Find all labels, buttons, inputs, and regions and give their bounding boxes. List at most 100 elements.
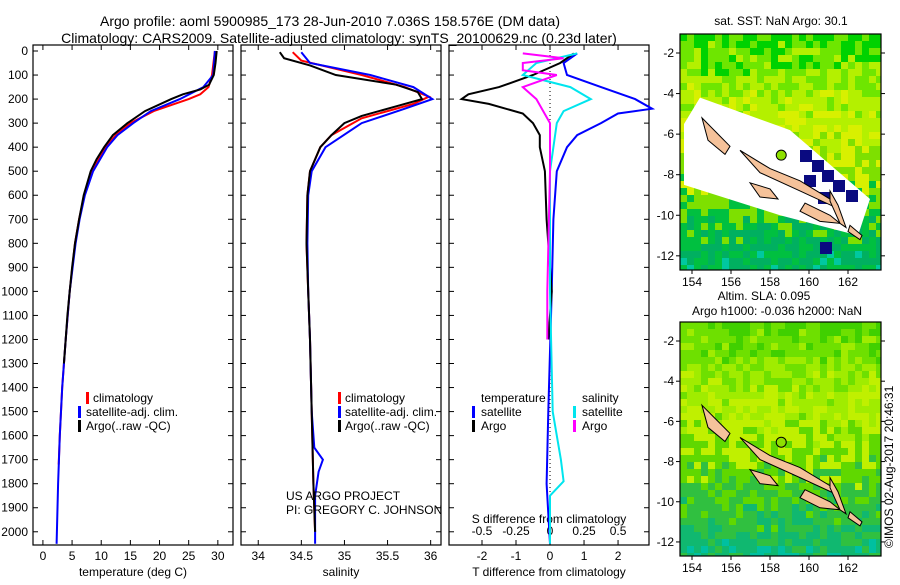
map-cell	[736, 546, 743, 553]
map-cell	[708, 476, 715, 483]
map-cell	[799, 553, 806, 556]
map-cell	[708, 62, 715, 69]
map-cell	[869, 237, 876, 244]
map-cell	[799, 223, 806, 230]
map-cell	[799, 420, 806, 427]
map-cell	[785, 251, 792, 258]
map-cell	[778, 55, 785, 62]
map-cell	[799, 378, 806, 385]
map-cell	[806, 483, 813, 490]
map-cell	[834, 329, 841, 336]
map-cell	[869, 420, 876, 427]
map-cell	[694, 48, 701, 55]
map-cell	[862, 413, 869, 420]
map-cell	[743, 371, 750, 378]
map-cell	[869, 504, 876, 511]
map-cell	[743, 504, 750, 511]
map-cell	[855, 167, 862, 174]
map-cell	[813, 146, 820, 153]
map-cell	[687, 476, 694, 483]
map-cell	[813, 111, 820, 118]
map-cell	[680, 364, 687, 371]
map-cell	[834, 251, 841, 258]
map-cell	[729, 546, 736, 553]
map-cell	[806, 41, 813, 48]
map-cell	[687, 378, 694, 385]
map-cell	[750, 336, 757, 343]
map-cell	[687, 209, 694, 216]
map-cell	[771, 518, 778, 525]
map-cell	[771, 329, 778, 336]
map-cell	[764, 258, 771, 265]
map-cell	[869, 230, 876, 237]
map-cell	[778, 69, 785, 76]
map-cell	[792, 216, 799, 223]
map-cell	[834, 153, 841, 160]
map-cell	[862, 350, 869, 357]
map-cell	[757, 329, 764, 336]
map-cell	[778, 399, 785, 406]
map-cell	[680, 462, 687, 469]
map-cell	[869, 188, 876, 195]
map-cell	[876, 132, 881, 139]
map-cell	[722, 511, 729, 518]
map-cell	[813, 525, 820, 532]
map-cell	[687, 83, 694, 90]
island-shape	[799, 202, 842, 225]
map-cell	[680, 34, 687, 41]
map-cell	[785, 448, 792, 455]
map-cell	[820, 258, 827, 265]
map-cell	[729, 265, 736, 270]
map-cell	[869, 251, 876, 258]
lat-tick-label: -6	[663, 127, 674, 141]
map-cell	[869, 441, 876, 448]
map-cell	[771, 48, 778, 55]
map-cell	[680, 111, 687, 118]
map-cell	[862, 104, 869, 111]
map-cell	[750, 364, 757, 371]
map-cell	[869, 258, 876, 265]
map-cell	[855, 434, 862, 441]
map-cell	[715, 357, 722, 364]
map-cell	[687, 48, 694, 55]
map-cell	[848, 174, 855, 181]
map-cell	[743, 483, 750, 490]
map-cell	[701, 76, 708, 83]
map-cell	[722, 406, 729, 413]
map-cell	[862, 483, 869, 490]
map-cell	[806, 265, 813, 270]
map-cell	[757, 385, 764, 392]
map-cell	[841, 251, 848, 258]
x-tick-label: 35	[338, 549, 352, 563]
map-cell	[750, 209, 757, 216]
map-cell	[736, 357, 743, 364]
map-cell	[813, 441, 820, 448]
map-cell	[820, 539, 827, 546]
map-cell	[834, 553, 841, 556]
map-cell	[827, 413, 834, 420]
map-cell	[792, 111, 799, 118]
map-cell	[743, 357, 750, 364]
map-cell	[680, 532, 687, 539]
map-cell	[869, 97, 876, 104]
map-cell	[813, 76, 820, 83]
map-cell	[876, 90, 881, 97]
map-cell	[736, 455, 743, 462]
map-cell	[869, 90, 876, 97]
map-cell	[876, 265, 881, 270]
map-cell	[778, 322, 785, 329]
lat-tick-label: -10	[657, 208, 675, 222]
map-cell	[708, 441, 715, 448]
map-cell	[806, 420, 813, 427]
map-cell	[862, 448, 869, 455]
map-cell	[855, 139, 862, 146]
map-cell	[841, 230, 848, 237]
map-cell	[750, 511, 757, 518]
map-cell	[792, 258, 799, 265]
map-cell	[736, 237, 743, 244]
map-cell	[813, 406, 820, 413]
map-cell	[729, 448, 736, 455]
map-cell	[708, 434, 715, 441]
map-cell	[848, 406, 855, 413]
map-cell	[869, 62, 876, 69]
